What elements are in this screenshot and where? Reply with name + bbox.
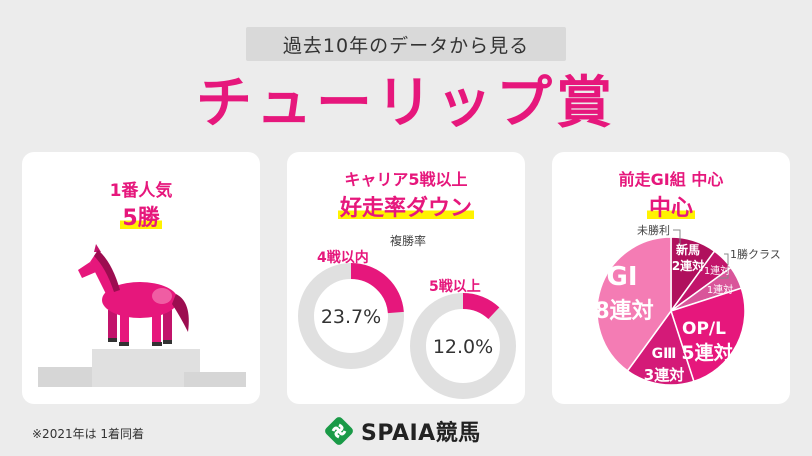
ring-value-over5: 12.0% bbox=[433, 336, 493, 358]
pie-slice-g3 bbox=[626, 309, 695, 386]
prev-race-panel: 前走GⅠ組 中心 中心 GⅠ 8連対 OP/L 5連対 GⅢ 3連対 新馬 2連… bbox=[552, 152, 790, 404]
prev-race-subheading-text: 中心 bbox=[646, 196, 695, 221]
leader-line-maiden bbox=[673, 229, 681, 244]
career-panel: キャリア5戦以上 好走率ダウン 複勝率 4戦以内 5戦以上 23.7% 12.0… bbox=[287, 152, 525, 404]
page-title: チューリップ賞 bbox=[196, 71, 616, 136]
horse-on-podium-icon bbox=[38, 244, 246, 387]
career-subheading-text: 好走率ダウン bbox=[337, 196, 474, 221]
pie-slice-op bbox=[670, 287, 746, 383]
slice-value-op: 5連対 bbox=[681, 341, 732, 364]
slice-name-g3: GⅢ bbox=[652, 346, 677, 362]
slice-value-g1: 8連対 bbox=[594, 299, 653, 324]
favorite-panel: 1番人気 5勝 bbox=[22, 152, 260, 404]
ring-value-under4: 23.7% bbox=[321, 306, 381, 328]
favorite-wins: 5勝 bbox=[22, 200, 260, 232]
favorite-wins-text: 5勝 bbox=[120, 206, 162, 231]
pie-slice-g1 bbox=[596, 236, 672, 372]
slice-name-g1: GⅠ bbox=[606, 262, 637, 292]
slice-value-newcomer: 2連対 bbox=[672, 258, 704, 273]
slice-value-maiden: 1連対 bbox=[704, 264, 730, 277]
subtitle-banner: 過去10年のデータから見る bbox=[246, 27, 566, 61]
prev-race-pie-chart: GⅠ 8連対 OP/L 5連対 GⅢ 3連対 新馬 2連対 未勝利 1連対 1勝… bbox=[594, 223, 781, 386]
career-heading: キャリア5戦以上 bbox=[344, 170, 468, 189]
ring-label-over5: 5戦以上 bbox=[429, 279, 481, 295]
career-subheading: 好走率ダウン bbox=[287, 190, 525, 222]
brand-name: SPAIA競馬 bbox=[361, 421, 481, 446]
favorite-heading: 1番人気 bbox=[109, 181, 173, 201]
subtitle-text: 過去10年のデータから見る bbox=[282, 34, 530, 57]
spaia-logo[interactable]: SPAIA競馬 bbox=[324, 414, 481, 448]
slice-name-newcomer: 新馬 bbox=[676, 242, 700, 257]
ring-arc-over5 bbox=[410, 293, 516, 399]
slice-name-maiden: 未勝利 bbox=[637, 223, 670, 237]
horse-icon bbox=[78, 244, 189, 346]
slice-value-1win: 1連対 bbox=[707, 283, 733, 296]
podium-left bbox=[38, 367, 108, 387]
slice-value-g3: 3連対 bbox=[644, 366, 684, 384]
slice-name-op: OP/L bbox=[682, 319, 726, 339]
podium-right bbox=[184, 372, 246, 387]
place-rate-rings: 23.7% 12.0% bbox=[298, 263, 516, 399]
spaia-logo-icon bbox=[325, 417, 353, 445]
ring-arc-under4 bbox=[298, 263, 404, 369]
slice-name-1win: 1勝クラス bbox=[730, 247, 781, 261]
footnote: ※2021年は 1着同着 bbox=[32, 427, 145, 441]
prev-race-heading: 前走GⅠ組 中心 bbox=[618, 170, 724, 189]
leader-line-1win bbox=[718, 253, 729, 279]
prev-race-subheading: 中心 bbox=[552, 190, 790, 222]
podium-center bbox=[92, 349, 200, 387]
ring-label-under4: 4戦以内 bbox=[317, 250, 369, 266]
place-rate-label: 複勝率 bbox=[390, 234, 427, 248]
